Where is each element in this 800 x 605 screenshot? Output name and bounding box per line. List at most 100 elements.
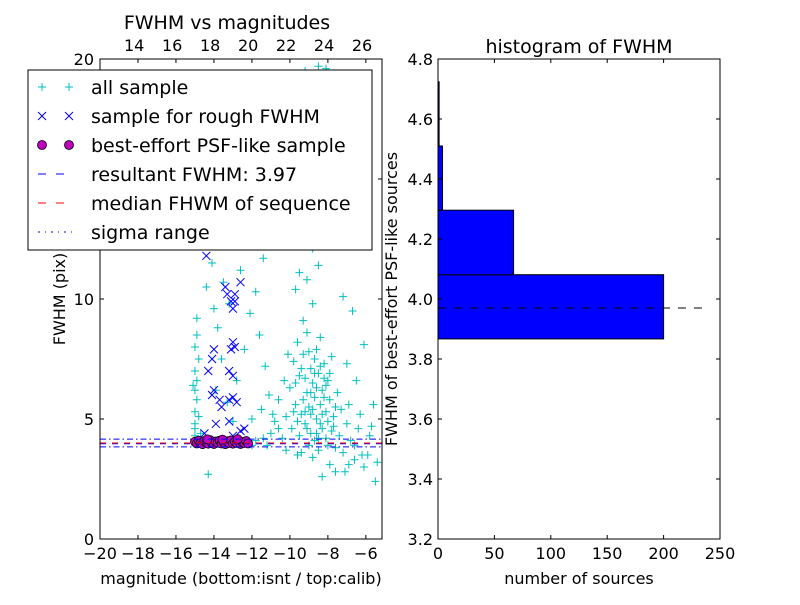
all-sample-point xyxy=(291,400,300,409)
all-sample-point xyxy=(356,410,365,419)
all-sample-point xyxy=(335,431,344,440)
x-tick-label: −10 xyxy=(273,544,307,563)
rough-sample-point xyxy=(226,297,236,306)
all-sample-point xyxy=(295,431,304,440)
all-sample-point xyxy=(194,412,203,421)
all-sample-point xyxy=(314,261,323,270)
all-sample-point xyxy=(274,424,283,433)
all-sample-point xyxy=(371,477,380,486)
rough-sample-point xyxy=(230,342,240,352)
all-sample-point xyxy=(301,374,310,383)
left-x-axis-label: magnitude (bottom:isnt / top:calib) xyxy=(100,569,381,588)
rough-sample-point xyxy=(236,426,245,436)
all-sample-point xyxy=(236,266,245,275)
all-sample-point xyxy=(295,371,304,380)
y-tick-label: 3.6 xyxy=(408,410,433,429)
all-sample-point xyxy=(342,359,351,368)
all-sample-point xyxy=(202,283,211,291)
rough-sample-point xyxy=(228,304,238,313)
all-sample-point xyxy=(367,422,376,431)
all-sample-point xyxy=(190,424,199,433)
all-sample-point xyxy=(314,62,323,71)
all-sample-point xyxy=(302,424,311,433)
all-sample-point xyxy=(263,441,272,450)
rough-sample-point xyxy=(226,345,236,354)
all-sample-point xyxy=(348,307,357,315)
x-tick-label: 100 xyxy=(536,544,567,563)
y-tick-label: 4.0 xyxy=(408,290,433,309)
all-sample-point xyxy=(312,415,321,423)
all-sample-point xyxy=(314,434,323,443)
all-sample-point xyxy=(285,383,294,392)
y-tick-label: 3.2 xyxy=(408,530,433,549)
all-sample-point xyxy=(325,369,334,378)
all-sample-point xyxy=(278,434,287,443)
all-sample-point xyxy=(217,355,226,363)
y-tick-label: 10 xyxy=(74,290,94,309)
top-x-tick-label: 16 xyxy=(162,36,182,55)
all-sample-point xyxy=(310,393,319,402)
all-sample-point xyxy=(209,304,218,313)
x-tick-label: −8 xyxy=(316,544,340,563)
all-sample-point xyxy=(354,424,363,433)
all-sample-point xyxy=(325,460,334,469)
left-chart-title: FWHM vs magnitudes xyxy=(124,12,330,34)
all-sample-point xyxy=(232,376,241,385)
all-sample-point xyxy=(282,412,291,421)
all-sample-point xyxy=(261,362,270,371)
all-sample-point xyxy=(301,419,310,428)
all-sample-point xyxy=(365,431,374,440)
rough-sample-point xyxy=(217,402,226,412)
all-sample-point xyxy=(318,386,327,395)
legend-item: sample for rough FWHM xyxy=(37,106,320,128)
all-sample-point xyxy=(192,395,201,404)
all-sample-point xyxy=(321,434,330,443)
rough-sample-point xyxy=(220,282,230,292)
rough-sample-point xyxy=(211,419,221,429)
x-tick-label: −14 xyxy=(197,544,231,563)
legend: all sample sample for rough FWHM best-effo… xyxy=(27,69,373,251)
plus-marker-icon xyxy=(38,83,46,91)
rough-sample-point xyxy=(230,289,240,299)
rough-sample-point xyxy=(239,424,249,433)
rough-sample-point xyxy=(209,385,219,395)
all-sample-point xyxy=(240,345,249,354)
rough-sample-point xyxy=(209,345,219,354)
y-tick-label: 20 xyxy=(74,50,94,69)
legend-item: best-effort PSF-like sample xyxy=(37,135,346,157)
all-sample-point xyxy=(211,386,220,395)
y-tick-label: 5 xyxy=(84,410,94,429)
all-sample-point xyxy=(310,355,319,363)
all-sample-point xyxy=(352,376,361,385)
top-x-tick-label: 22 xyxy=(276,36,296,55)
all-sample-point xyxy=(369,400,378,409)
all-sample-point xyxy=(190,407,199,416)
all-sample-point xyxy=(268,410,277,419)
right-y-axis-label: FWHM of best-effort PSF-like sources xyxy=(382,152,401,446)
all-sample-point xyxy=(297,364,306,373)
rough-sample-point xyxy=(207,390,217,400)
all-sample-point xyxy=(208,259,217,267)
all-sample-point xyxy=(284,350,292,359)
all-sample-point xyxy=(299,350,308,359)
all-sample-point xyxy=(339,448,348,457)
all-sample-point xyxy=(302,328,311,337)
x-tick-label: 200 xyxy=(648,544,679,563)
x-tick-label: −6 xyxy=(354,544,378,563)
all-sample-point xyxy=(308,405,317,414)
legend-label: resultant FWHM: 3.97 xyxy=(91,164,297,186)
all-sample-point xyxy=(329,422,338,431)
histogram-bar xyxy=(437,274,665,340)
left-y-axis-label: FWHM (pix) xyxy=(50,253,69,346)
all-sample-point xyxy=(308,453,317,462)
all-sample-point xyxy=(331,403,340,411)
all-sample-point xyxy=(359,340,368,349)
circle-marker-icon xyxy=(64,140,74,150)
all-sample-point xyxy=(299,316,308,325)
right-x-axis-label: number of sources xyxy=(504,569,654,588)
all-sample-point xyxy=(316,333,325,342)
legend-item: median FHWM of sequence xyxy=(38,193,351,215)
all-sample-point xyxy=(274,395,283,404)
all-sample-point xyxy=(291,285,300,294)
all-sample-point xyxy=(293,338,302,347)
